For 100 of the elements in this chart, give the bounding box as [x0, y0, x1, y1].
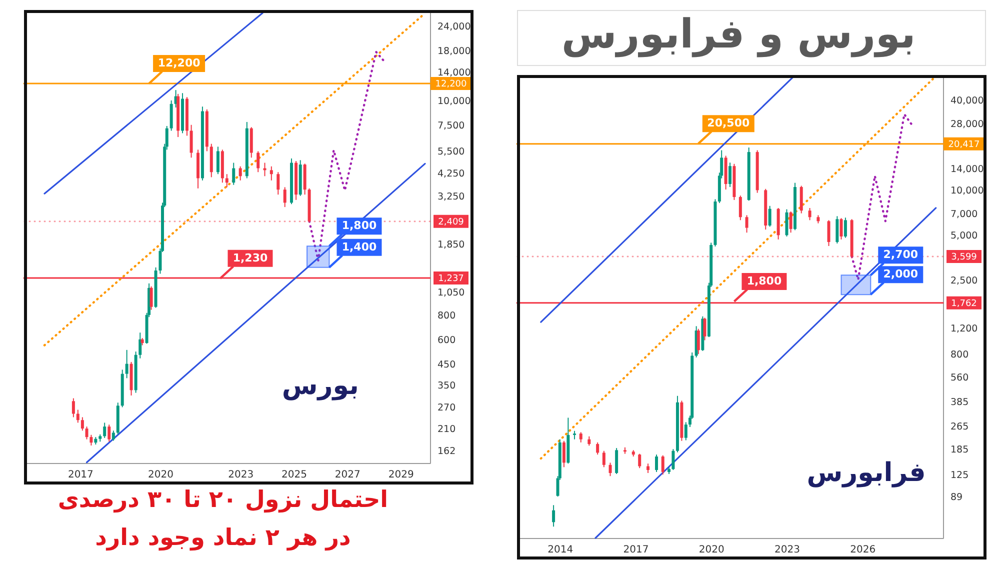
candlestick: [276, 172, 280, 196]
y-tick-label: 800: [950, 350, 969, 361]
ref-line-label: 2,409: [438, 217, 464, 228]
y-tick-label: 270: [438, 402, 456, 414]
x-tick-label: 2017: [68, 470, 94, 480]
candlestick: [768, 205, 772, 228]
text: احتمال نزول ۲۰ تا ۳۰ درصدی در هر ۲ نماد وجود دارد: [58, 487, 388, 551]
annotation: 2,000: [883, 268, 918, 281]
candlestick: [562, 440, 566, 468]
y-tick-label: 10,000: [438, 96, 471, 107]
candlestick: [579, 432, 582, 443]
x-tick-label: 2023: [774, 544, 800, 556]
y-tick-label: 210: [438, 424, 456, 436]
candlestick: [90, 434, 93, 446]
y-tick-label: 5,000: [950, 230, 978, 242]
y-tick-label: 265: [950, 421, 969, 432]
annotation: 1,800: [342, 219, 377, 232]
candlestick: [72, 398, 75, 418]
annotation: 1,400: [342, 240, 377, 254]
candlestick: [844, 217, 847, 238]
y-tick-label: 14,000: [950, 164, 984, 175]
candlestick: [588, 436, 591, 446]
candlestick: [672, 448, 675, 471]
y-tick-label: 5,500: [438, 146, 465, 158]
y-tick-label: 10,000: [950, 186, 984, 197]
ref-line-label: 1,237: [438, 274, 464, 284]
candlestick: [552, 504, 556, 528]
ref-line-label: 1,762: [951, 298, 977, 309]
y-tick-label: 89: [950, 492, 963, 504]
candlestick: [661, 454, 664, 476]
candlestick: [836, 216, 839, 244]
y-tick-label: 350: [438, 380, 456, 392]
candlestick: [76, 409, 80, 424]
candlestick: [785, 208, 788, 237]
y-tick-label: 560: [950, 372, 969, 384]
candlestick: [800, 185, 803, 214]
x-tick-label: 2027: [334, 470, 360, 480]
candlestick: [655, 454, 658, 472]
candlestick: [808, 207, 812, 221]
candlestick: [646, 463, 650, 474]
y-tick-label: 3,250: [438, 191, 465, 202]
y-tick-label: 40,000: [950, 96, 984, 107]
candlestick: [602, 450, 606, 468]
candlestick: [125, 349, 128, 379]
candlestick: [728, 162, 732, 188]
y-tick-label: 28,000: [950, 118, 984, 130]
chart-title: بورس و فرابورس: [561, 12, 916, 58]
candlestick: [108, 424, 111, 442]
y-tick-label: 7,000: [950, 208, 978, 220]
candlestick: [596, 442, 600, 456]
annotation: 20,500: [707, 116, 750, 130]
candlestick: [638, 453, 642, 469]
candlestick: [684, 422, 688, 441]
y-tick-label: 185: [950, 444, 969, 456]
y-tick-label: 1,200: [950, 323, 978, 334]
candlestick: [840, 218, 843, 240]
candlestick: [80, 416, 84, 432]
candlestick: [703, 317, 706, 341]
candlestick: [256, 150, 260, 173]
candlestick: [190, 124, 193, 158]
y-tick-label: 7,500: [438, 120, 465, 132]
candlestick: [696, 328, 700, 355]
y-tick-label: 4,250: [438, 168, 465, 180]
ref-line-label: 3,599: [951, 252, 978, 262]
annotation: 2,700: [883, 248, 918, 262]
y-tick-label: 162: [438, 446, 456, 458]
candlestick: [738, 195, 742, 221]
x-tick-label: 2017: [623, 544, 649, 556]
annotation: بورس: [282, 370, 359, 401]
x-tick-label: 2025: [282, 470, 308, 480]
y-tick-label: 125: [950, 470, 969, 482]
y-tick-label: 450: [438, 359, 456, 370]
candlestick: [85, 426, 88, 440]
x-tick-label: 2026: [850, 544, 876, 556]
y-tick-label: 18,000: [438, 46, 471, 58]
candlestick: [232, 162, 236, 186]
annotation: 1,230: [232, 251, 268, 264]
candlestick: [827, 220, 830, 247]
y-tick-label: 14,000: [438, 67, 471, 78]
annotation: 12,200: [158, 56, 201, 70]
ref-line-label: 20,417: [948, 140, 980, 150]
candlestick: [216, 146, 220, 175]
annotation: 1,800: [746, 274, 782, 288]
ref-line-label: 12,200: [435, 80, 468, 90]
x-tick-label: 2020: [698, 544, 724, 556]
y-tick-label: 385: [950, 397, 969, 408]
candlestick: [615, 448, 618, 475]
y-tick-label: 24,000: [438, 22, 471, 33]
x-tick-label: 2020: [148, 470, 174, 480]
candlestick: [112, 430, 115, 442]
y-tick-label: 600: [438, 334, 456, 346]
candlestick: [225, 174, 228, 188]
candlestick: [270, 166, 273, 181]
candlestick: [608, 462, 612, 477]
candlestick: [745, 214, 748, 234]
y-tick-label: 1,050: [438, 287, 465, 298]
y-tick-label: 800: [438, 310, 456, 322]
x-tick-label: 2029: [388, 470, 414, 480]
candlestick: [789, 210, 792, 234]
candlestick: [283, 186, 286, 208]
